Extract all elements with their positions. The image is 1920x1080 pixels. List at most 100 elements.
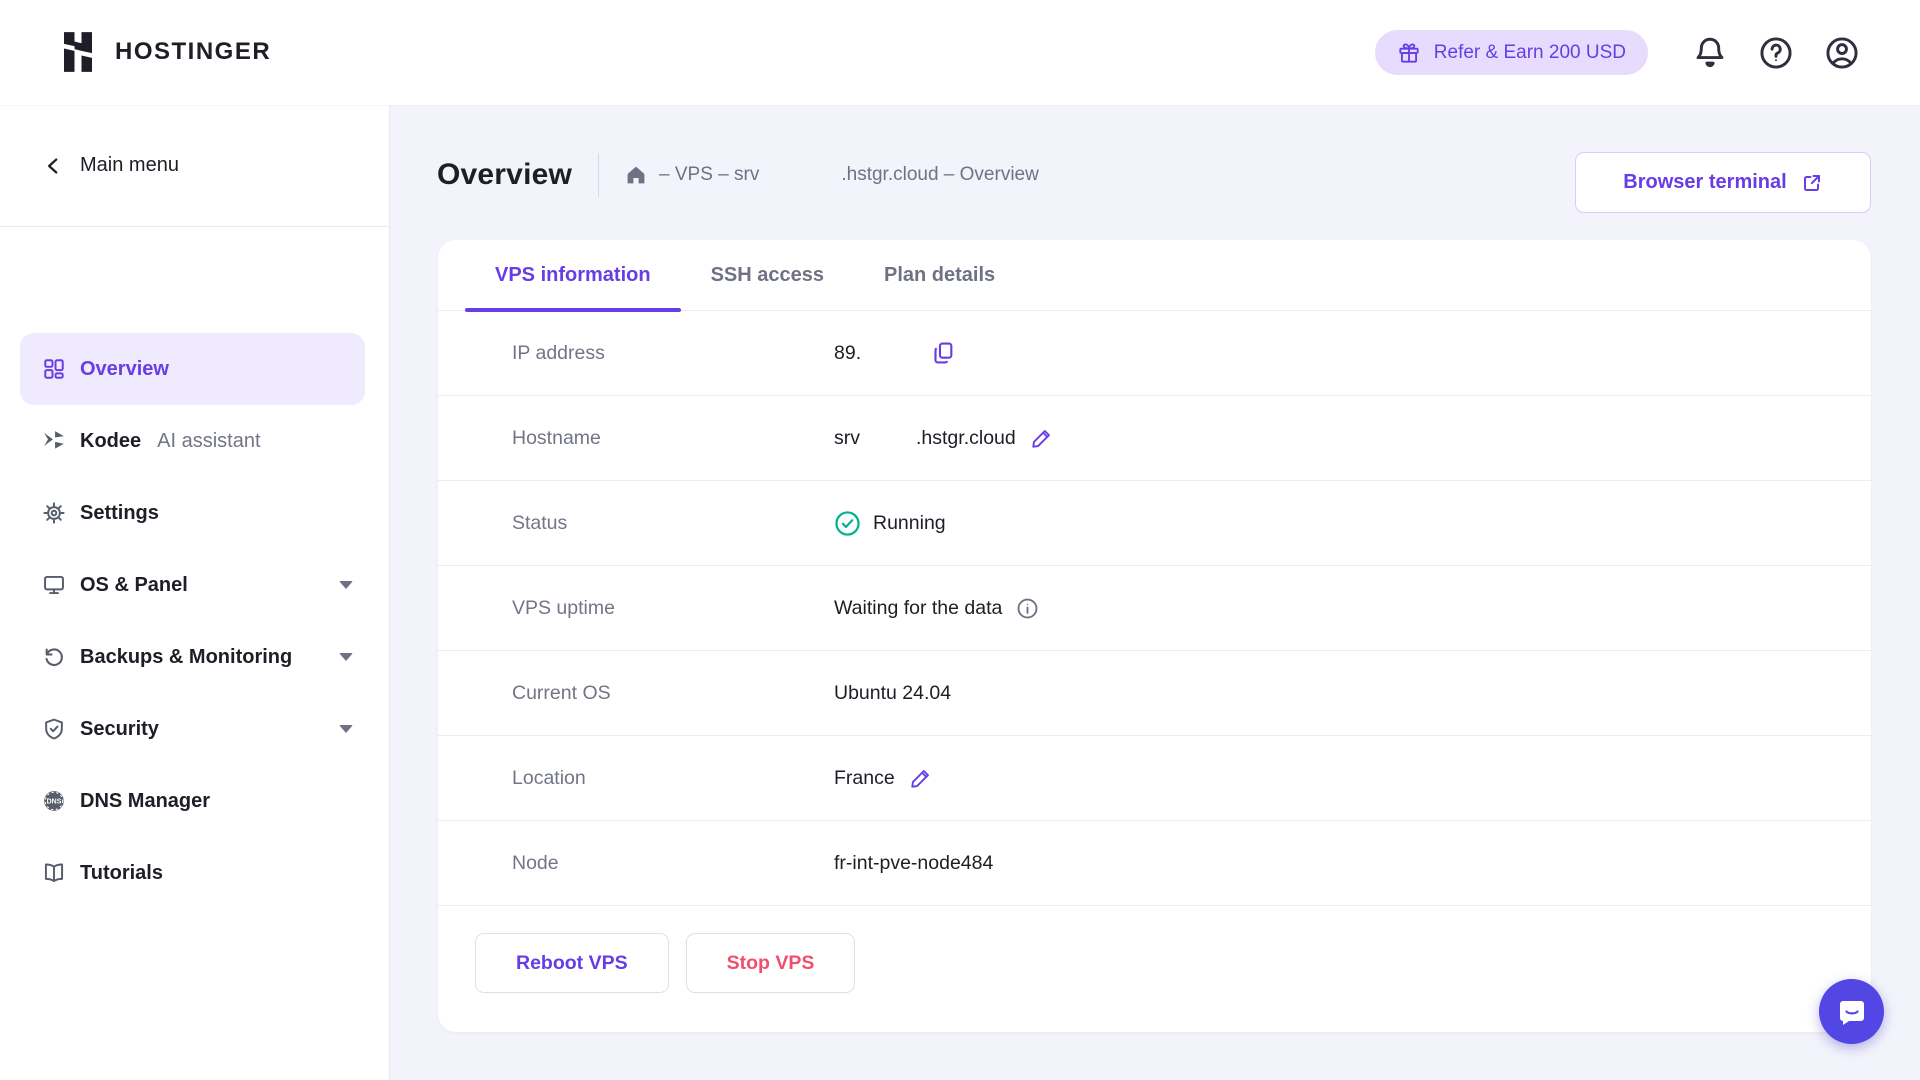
- grid-dashboard-icon: [44, 359, 64, 379]
- sidebar-nav: Overview Kodee AI assistant Settings: [20, 333, 365, 909]
- reboot-vps-button[interactable]: Reboot VPS: [475, 933, 669, 993]
- ip-address-value: 89.: [834, 341, 862, 364]
- table-row-ip-address: IP address 89.: [438, 311, 1871, 396]
- sidebar-item-label: Security: [80, 717, 159, 740]
- current-os-value: Ubuntu 24.04: [834, 681, 952, 704]
- tab-plan-details[interactable]: Plan details: [884, 263, 996, 286]
- table-row-vps-uptime: VPS uptime Waiting for the data: [438, 566, 1871, 651]
- row-label: Current OS: [512, 681, 611, 704]
- hostname-value-end: .hstgr.cloud: [916, 426, 1016, 449]
- topbar-actions: Refer & Earn 200 USD: [1374, 0, 1860, 105]
- sidebar-item-settings[interactable]: Settings: [20, 477, 365, 549]
- table-row-hostname: Hostname srv .hstgr.cloud: [438, 396, 1871, 481]
- page-header: Overview – VPS – srv .hstgr.cloud – Over…: [437, 153, 1039, 197]
- location-value: France: [834, 766, 895, 789]
- table-row-current-os: Current OS Ubuntu 24.04: [438, 651, 1871, 736]
- row-label: IP address: [512, 341, 605, 364]
- brand-name: HOSTINGER: [115, 38, 272, 65]
- sidebar-item-tutorials[interactable]: Tutorials: [20, 837, 365, 909]
- home-icon[interactable]: [625, 164, 647, 186]
- node-value: fr-int-pve-node484: [834, 851, 994, 874]
- vps-information-card: VPS information SSH access Plan details …: [438, 240, 1871, 1032]
- kodee-spark-icon: [44, 431, 64, 449]
- back-to-main-menu[interactable]: Main menu: [0, 105, 389, 227]
- browser-terminal-button[interactable]: Browser terminal: [1575, 152, 1871, 213]
- main-content: Overview – VPS – srv .hstgr.cloud – Over…: [390, 105, 1920, 1080]
- sidebar-item-kodee[interactable]: Kodee AI assistant: [20, 405, 365, 477]
- row-label: VPS uptime: [512, 596, 615, 619]
- row-label: Hostname: [512, 426, 601, 449]
- external-link-icon: [1803, 174, 1820, 191]
- gear-icon: [43, 502, 65, 524]
- main-menu-label: Main menu: [80, 154, 179, 176]
- topbar: HOSTINGER Refer & Earn 200 USD: [0, 0, 1920, 105]
- hostinger-h-icon: [64, 32, 92, 72]
- breadcrumb-text-prefix: – VPS – srv: [659, 164, 760, 185]
- hostinger-logo[interactable]: HOSTINGER: [58, 31, 271, 73]
- sidebar-item-os-panel[interactable]: OS & Panel: [20, 549, 365, 621]
- row-value: Ubuntu 24.04: [834, 682, 951, 705]
- check-circle-icon: [835, 510, 860, 536]
- vps-actions: Reboot VPS Stop VPS: [438, 906, 1871, 993]
- kodee-ai-assistant-label: AI assistant: [157, 429, 261, 452]
- live-chat-button[interactable]: [1819, 979, 1884, 1044]
- row-label: Location: [512, 766, 586, 789]
- tab-ssh-access[interactable]: SSH access: [710, 263, 824, 286]
- table-row-location: Location France: [438, 736, 1871, 821]
- row-value: 89.: [834, 340, 957, 366]
- row-value: Running: [834, 510, 946, 537]
- gift-icon: [1399, 42, 1419, 63]
- row-value: fr-int-pve-node484: [834, 852, 993, 875]
- chevron-down-icon: [339, 725, 353, 733]
- tab-vps-information[interactable]: VPS information: [465, 240, 681, 312]
- table-row-status: Status Running: [438, 481, 1871, 566]
- monitor-icon: [44, 575, 64, 595]
- sidebar-item-backups-monitoring[interactable]: Backups & Monitoring: [20, 621, 365, 693]
- tab-bar: VPS information SSH access Plan details: [438, 240, 1871, 312]
- refer-earn-button[interactable]: Refer & Earn 200 USD: [1374, 30, 1648, 75]
- sidebar-item-overview[interactable]: Overview: [20, 333, 365, 405]
- shield-check-icon: [45, 718, 63, 740]
- status-badge: Running: [873, 511, 946, 534]
- row-value: Waiting for the data: [834, 597, 1039, 620]
- uptime-value: Waiting for the data: [834, 596, 1003, 619]
- row-label: Status: [512, 511, 568, 534]
- dns-globe-icon: DNS: [44, 791, 64, 811]
- table-row-node: Node fr-int-pve-node484: [438, 821, 1871, 906]
- chat-smile-icon: [1839, 1000, 1864, 1025]
- sidebar-item-dns-manager[interactable]: DNS DNS Manager: [20, 765, 365, 837]
- hostname-value-start: srv: [834, 426, 860, 449]
- page-title: Overview: [437, 158, 573, 191]
- edit-pencil-icon[interactable]: [1030, 426, 1054, 450]
- breadcrumb: – VPS – srv .hstgr.cloud – Overview: [625, 164, 1039, 186]
- sidebar-item-label: OS & Panel: [80, 573, 188, 596]
- sidebar-item-security[interactable]: Security: [20, 693, 365, 765]
- open-book-icon: [44, 863, 64, 883]
- chevron-down-icon: [339, 581, 353, 589]
- sidebar-item-label: Backups & Monitoring: [80, 645, 293, 668]
- account-avatar-icon[interactable]: [1824, 35, 1860, 71]
- edit-pencil-icon[interactable]: [909, 766, 933, 790]
- info-icon[interactable]: [1016, 597, 1039, 620]
- row-label: Node: [512, 851, 559, 874]
- history-restore-icon: [45, 648, 63, 666]
- sidebar-item-label: Kodee: [80, 429, 142, 452]
- sidebar-item-label: Overview: [80, 357, 169, 380]
- header-divider: [598, 153, 600, 197]
- breadcrumb-text-suffix: .hstgr.cloud – Overview: [841, 164, 1039, 185]
- sidebar: Main menu Overview Kodee AI assistant: [0, 105, 390, 1080]
- chevron-left-icon: [47, 157, 58, 174]
- svg-text:DNS: DNS: [47, 799, 62, 806]
- notifications-bell-icon[interactable]: [1692, 35, 1728, 71]
- row-value: srv .hstgr.cloud: [834, 426, 1054, 450]
- copy-icon[interactable]: [931, 340, 957, 366]
- row-value: France: [834, 766, 933, 790]
- sidebar-item-label: Tutorials: [80, 861, 163, 884]
- sidebar-item-label: Settings: [80, 501, 159, 524]
- sidebar-item-label: DNS Manager: [80, 789, 211, 812]
- refer-earn-label: Refer & Earn 200 USD: [1433, 41, 1626, 63]
- browser-terminal-label: Browser terminal: [1623, 171, 1787, 193]
- chevron-down-icon: [339, 653, 353, 661]
- help-icon[interactable]: [1758, 35, 1794, 71]
- stop-vps-button[interactable]: Stop VPS: [685, 933, 856, 993]
